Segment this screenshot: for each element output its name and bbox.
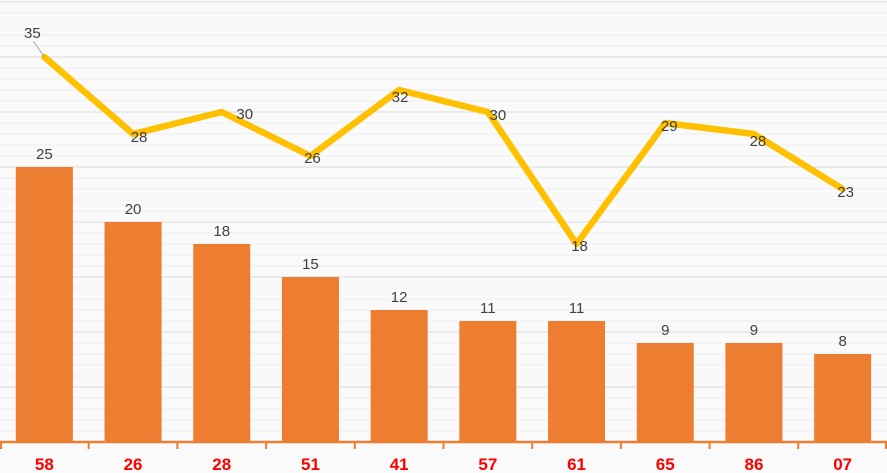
x-axis-category-label: 41 bbox=[390, 455, 409, 473]
x-axis-category-label: 51 bbox=[301, 455, 320, 473]
line-value-label: 30 bbox=[236, 106, 253, 123]
bar-value-label: 11 bbox=[480, 300, 496, 317]
bar-value-label: 12 bbox=[391, 289, 408, 306]
bar-value-label: 9 bbox=[750, 322, 758, 339]
x-axis-category-label: 86 bbox=[744, 455, 763, 473]
bar bbox=[814, 354, 872, 442]
bar-value-label: 8 bbox=[838, 333, 846, 350]
bar bbox=[281, 277, 339, 442]
x-axis-category-label: 65 bbox=[656, 455, 675, 473]
bar bbox=[459, 321, 517, 442]
bar-value-label: 18 bbox=[213, 223, 230, 240]
line-value-label: 29 bbox=[661, 118, 678, 135]
x-axis-category-label: 57 bbox=[478, 455, 497, 473]
bar bbox=[548, 321, 606, 442]
line-value-label: 32 bbox=[392, 89, 409, 106]
line-value-label: 26 bbox=[304, 150, 321, 167]
bar-value-label: 20 bbox=[125, 201, 142, 218]
label-leader-line bbox=[32, 40, 45, 58]
bar bbox=[193, 244, 251, 442]
line-value-label: 35 bbox=[24, 25, 41, 42]
x-axis-category-label: 28 bbox=[212, 455, 231, 473]
bar bbox=[370, 310, 428, 442]
bar-value-label: 11 bbox=[569, 300, 585, 317]
line-value-label: 30 bbox=[490, 107, 507, 124]
line-value-label: 28 bbox=[750, 133, 767, 150]
line-value-label: 23 bbox=[837, 184, 854, 201]
x-axis-category-label: 26 bbox=[124, 455, 143, 473]
bar bbox=[636, 343, 694, 442]
line-series bbox=[41, 53, 846, 248]
line-value-label: 28 bbox=[131, 129, 148, 146]
bar bbox=[15, 167, 73, 442]
x-axis-category-label: 07 bbox=[833, 455, 852, 473]
bar-value-label: 15 bbox=[302, 256, 319, 273]
bar-value-label: 25 bbox=[36, 146, 53, 163]
line-value-label: 18 bbox=[571, 238, 588, 255]
bar-value-label: 9 bbox=[661, 322, 669, 339]
x-axis-category-label: 58 bbox=[35, 455, 54, 473]
bar bbox=[104, 222, 162, 442]
x-axis-category-label: 61 bbox=[567, 455, 586, 473]
bar bbox=[725, 343, 783, 442]
